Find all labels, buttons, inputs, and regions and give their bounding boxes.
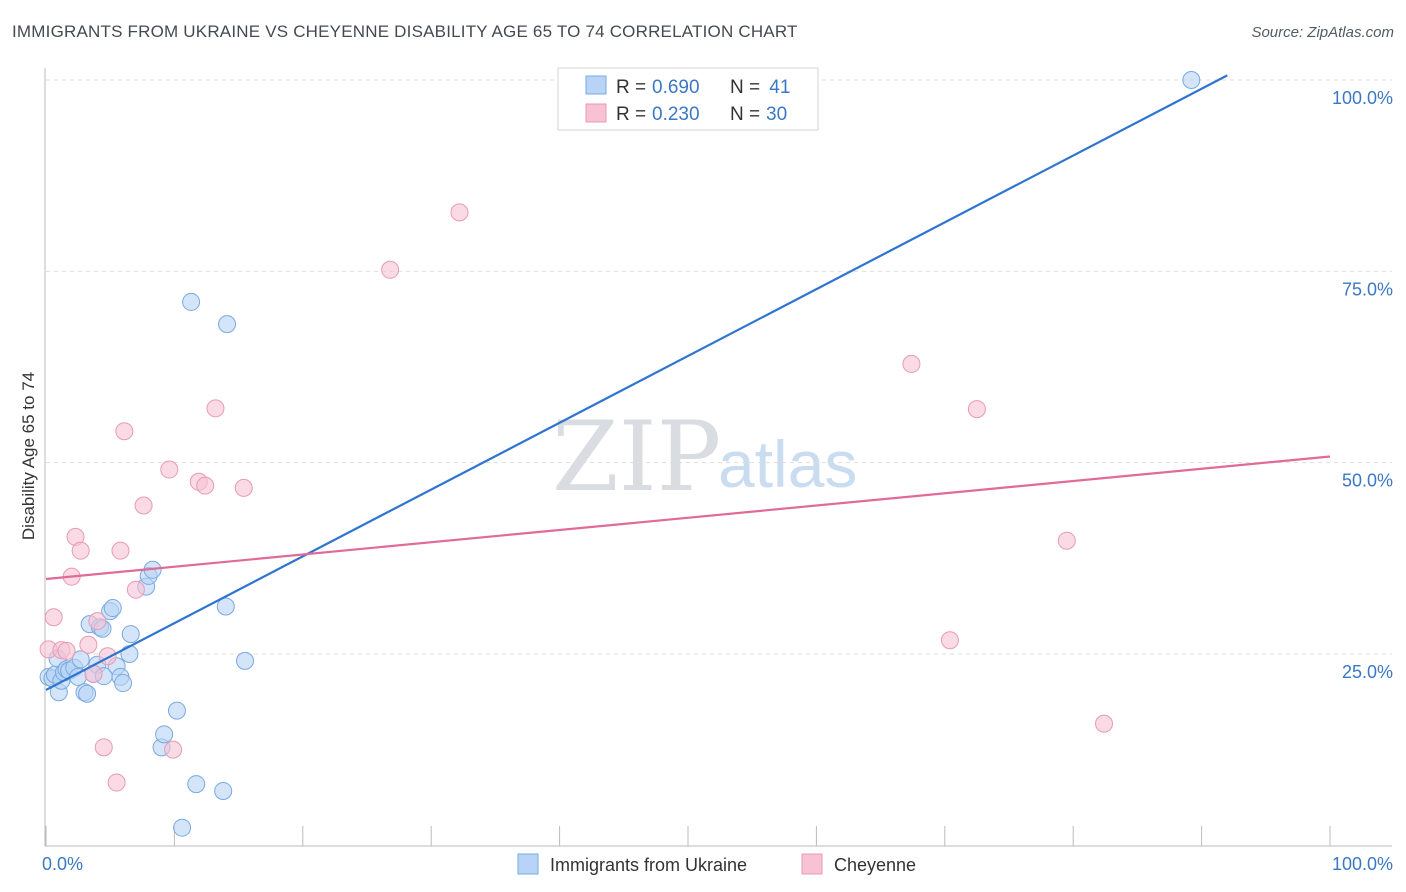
cheyenne-point-28	[1057, 531, 1076, 550]
y-tick-label-25: 25.0%	[1342, 662, 1393, 682]
legend-n-label-1: N =	[730, 77, 765, 98]
ukraine-point-26	[121, 625, 140, 644]
cheyenne-point-16	[134, 496, 153, 515]
cheyenne-point-3	[57, 641, 76, 660]
ukraine-point-21	[103, 599, 122, 618]
cheyenne-point-24	[450, 203, 469, 222]
cheyenne-point-15	[126, 580, 145, 599]
watermark-atlas: atlas	[718, 427, 857, 501]
x-tick-label-start: 0.0%	[42, 854, 83, 874]
ukraine-point-36	[214, 781, 233, 800]
cheyenne-point-20	[196, 476, 215, 495]
ukraine-point-13	[78, 684, 97, 703]
ukraine-point-35	[187, 775, 206, 794]
x-tick-labels: 0.0% 100.0%	[42, 854, 1393, 874]
ukraine-point-31	[155, 725, 174, 744]
bottom-legend-swatch-ukraine	[517, 853, 539, 875]
cheyenne-point-27	[967, 400, 986, 419]
x-tick-label-end: 100.0%	[1332, 854, 1393, 874]
bottom-legend-label-cheyenne: Cheyenne	[834, 855, 916, 875]
ukraine-point-32	[167, 701, 186, 720]
legend-swatch-ukraine	[585, 75, 607, 95]
cheyenne-point-14	[115, 422, 134, 441]
legend-n-value-1: 41	[764, 77, 790, 98]
cheyenne-point-12	[107, 773, 126, 792]
legend-r-value-2: 0.230	[652, 104, 700, 125]
cheyenne-point-7	[79, 635, 98, 654]
y-tick-label-50: 50.0%	[1342, 471, 1393, 491]
ukraine-trendline	[45, 74, 1228, 691]
chart-title: IMMIGRANTS FROM UKRAINE VS CHEYENNE DISA…	[12, 22, 798, 41]
ukraine-point-33	[173, 818, 192, 837]
ukraine-point-11	[71, 650, 90, 669]
y-tick-labels: 25.0% 50.0% 75.0% 100.0%	[1332, 88, 1393, 682]
series-cheyenne-points	[39, 203, 1114, 792]
correlation-legend: R = 0.690 N = 41 R = 0.230 N = 30	[557, 67, 819, 131]
legend-n-label-2: N =	[730, 104, 765, 125]
cheyenne-point-6	[71, 541, 90, 560]
cheyenne-point-9	[88, 612, 107, 631]
cheyenne-point-10	[94, 738, 113, 757]
cheyenne-point-22	[234, 478, 253, 497]
gridlines	[46, 79, 1392, 655]
legend-n-value-2: 30	[766, 104, 787, 125]
cheyenne-point-17	[160, 460, 179, 479]
y-tick-label-75: 75.0%	[1342, 279, 1393, 299]
cheyenne-point-18	[164, 740, 183, 759]
cheyenne-point-26	[940, 631, 959, 650]
ukraine-point-25	[120, 644, 139, 663]
cheyenne-point-13	[111, 541, 130, 560]
ukraine-point-37	[216, 597, 235, 616]
y-tick-label-100: 100.0%	[1332, 88, 1393, 108]
cheyenne-point-11	[98, 647, 117, 666]
legend-r-label-1: R =	[616, 77, 651, 98]
legend-r-label-2: R =	[616, 104, 651, 125]
cheyenne-point-21	[206, 399, 225, 418]
bottom-legend-swatch-cheyenne	[801, 853, 823, 875]
axes	[44, 68, 1392, 847]
cheyenne-point-25	[902, 354, 921, 373]
legend-r-value-1: 0.690	[652, 77, 700, 98]
cheyenne-point-29	[1095, 714, 1114, 733]
cheyenne-point-23	[381, 260, 400, 279]
ukraine-point-39	[236, 651, 255, 670]
ukraine-point-34	[182, 292, 201, 311]
cheyenne-trendline	[45, 455, 1331, 581]
cheyenne-point-1	[44, 608, 63, 627]
ukraine-point-40	[1182, 71, 1201, 89]
source-label: Source: ZipAtlas.com	[1251, 24, 1394, 41]
bottom-legend-label-ukraine: Immigrants from Ukraine	[550, 855, 747, 875]
y-axis-title: Disability Age 65 to 74	[19, 372, 38, 540]
ukraine-point-38	[218, 315, 237, 334]
legend-swatch-cheyenne	[585, 103, 607, 123]
trendlines	[45, 74, 1331, 691]
series-legend: Immigrants from Ukraine Cheyenne	[517, 853, 916, 875]
watermark-zip: ZIP	[552, 401, 721, 513]
ukraine-point-24	[114, 674, 133, 693]
